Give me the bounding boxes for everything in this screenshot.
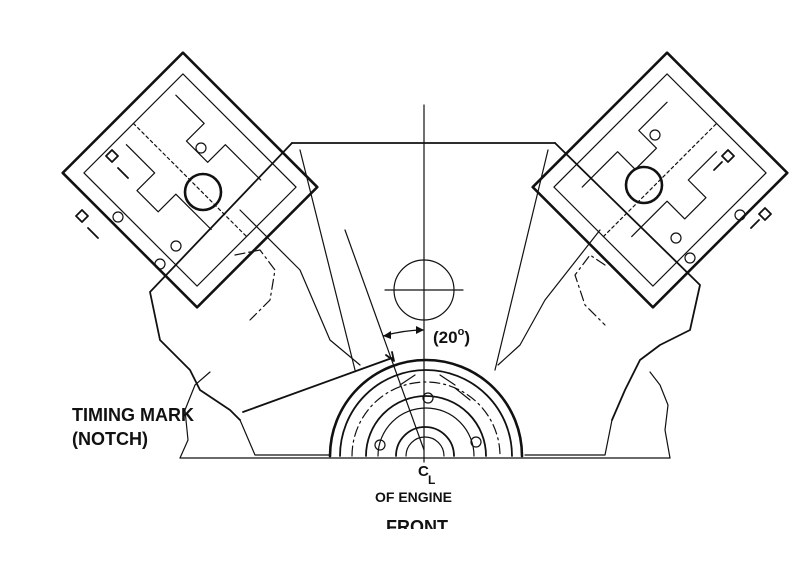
right-bolt-2 bbox=[670, 232, 682, 244]
notch-label: (NOTCH) bbox=[72, 429, 148, 449]
angle-arrow-left bbox=[383, 331, 391, 339]
timing-angle-line bbox=[344, 229, 425, 451]
right-bolt-1 bbox=[649, 129, 661, 141]
angle-arrow-right bbox=[416, 326, 424, 334]
bottom-crop bbox=[340, 529, 500, 566]
left-valve-circle bbox=[183, 172, 223, 212]
right-spark-plug-2 bbox=[750, 207, 772, 229]
engine-block bbox=[149, 142, 701, 459]
timing-mark-leader bbox=[242, 357, 393, 413]
left-bolt-1 bbox=[195, 142, 207, 154]
right-spark-plug-1 bbox=[713, 149, 735, 171]
left-bolt-2 bbox=[170, 240, 182, 252]
left-bolt-4 bbox=[112, 211, 124, 223]
right-bolt-3 bbox=[684, 252, 696, 264]
right-bolt-4 bbox=[734, 209, 746, 221]
crank-pulley bbox=[328, 358, 524, 458]
right-valve-circle bbox=[624, 165, 664, 205]
of-engine-label: OF ENGINE bbox=[375, 489, 452, 505]
left-bolt-3 bbox=[154, 258, 166, 270]
left-spark-plug-1 bbox=[105, 149, 129, 179]
timing-mark-notch bbox=[385, 351, 395, 362]
timing-mark-label: TIMING MARK bbox=[72, 405, 194, 425]
centerline-symbol: C bbox=[418, 463, 429, 480]
angle-label: (20o) bbox=[433, 326, 470, 347]
centerline-subscript: L bbox=[428, 473, 435, 487]
left-spark-plug-2 bbox=[75, 209, 99, 239]
